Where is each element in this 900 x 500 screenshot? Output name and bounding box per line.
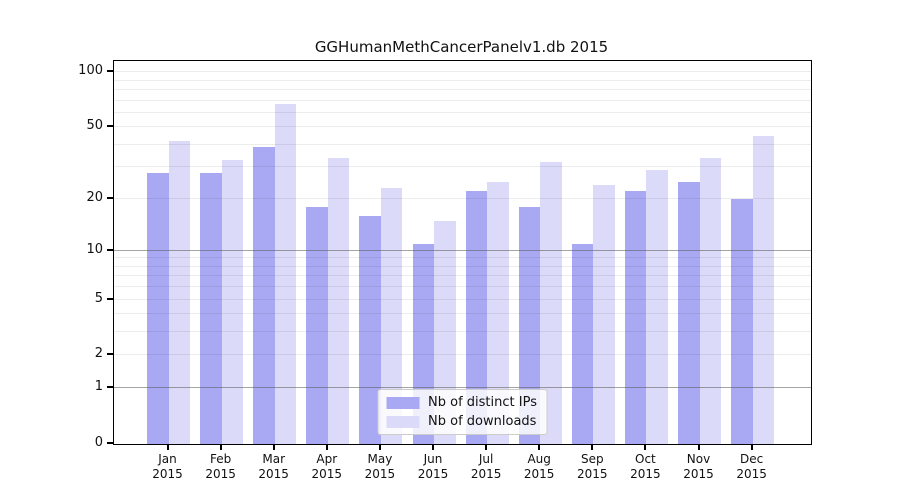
y-tick-mark — [107, 353, 113, 356]
gridline-major — [114, 387, 811, 389]
gridline-minor — [114, 331, 811, 333]
plot-area: Nb of distinct IPs Nb of downloads — [113, 60, 812, 445]
y-tick-mark — [107, 248, 113, 251]
gridline-minor — [114, 88, 811, 90]
bar-distinct-ips — [731, 198, 753, 444]
legend-swatch-distinct-ips — [386, 396, 420, 409]
x-tick-label: Jul 2015 — [470, 452, 502, 481]
y-tick-mark — [107, 125, 113, 128]
x-tick-label: Oct 2015 — [630, 452, 661, 481]
gridline-minor — [114, 265, 811, 267]
y-tick-mark — [107, 386, 113, 389]
y-tick-label: 100 — [78, 63, 103, 79]
bar-distinct-ips — [253, 146, 275, 444]
x-tick-label: Aug 2015 — [523, 452, 555, 481]
legend-item-distinct-ips: Nb of distinct IPs — [386, 395, 537, 410]
gridline-minor — [114, 354, 811, 356]
y-tick-label: 20 — [86, 189, 103, 205]
x-tick-label: May 2015 — [364, 452, 396, 481]
y-tick-label: 5 — [94, 290, 103, 306]
gridline-minor — [114, 286, 811, 288]
x-tick-label: Dec 2015 — [736, 452, 767, 481]
bar-distinct-ips — [518, 206, 541, 444]
gridline-minor — [114, 275, 811, 277]
gridline-minor — [114, 111, 811, 113]
x-tick-label: Jan 2015 — [152, 452, 183, 481]
bar-distinct-ips — [624, 191, 647, 444]
legend-label-distinct-ips: Nb of distinct IPs — [428, 395, 537, 410]
y-tick-label: 1 — [94, 379, 103, 395]
x-tick-label: Nov 2015 — [683, 452, 714, 481]
gridline-minor — [114, 79, 811, 81]
x-tick-mark — [432, 444, 434, 450]
x-tick-mark — [325, 444, 328, 450]
gridline-minor — [114, 99, 811, 101]
legend-label-downloads: Nb of downloads — [428, 414, 537, 429]
x-tick-label: Mar 2015 — [258, 452, 289, 481]
bar-distinct-ips — [678, 181, 700, 444]
x-tick-mark — [166, 444, 169, 450]
gridline-minor — [114, 71, 811, 73]
gridline-minor — [114, 197, 811, 199]
x-tick-label: Apr 2015 — [311, 452, 343, 481]
x-tick-mark — [538, 444, 541, 450]
x-tick-label: Feb 2015 — [205, 452, 236, 481]
x-tick-mark — [697, 444, 700, 450]
bar-downloads — [380, 187, 403, 444]
legend-item-downloads: Nb of downloads — [386, 414, 537, 429]
x-tick-mark — [591, 444, 594, 450]
y-tick-label: 0 — [94, 435, 103, 450]
bar-distinct-ips — [200, 172, 222, 444]
y-tick-mark — [107, 196, 113, 199]
bar-downloads — [274, 104, 297, 444]
bar-downloads — [327, 157, 350, 444]
bar-downloads — [699, 157, 721, 444]
chart-title: GGHumanMethCancerPanelv1.db 2015 — [314, 38, 609, 56]
bar-distinct-ips — [571, 243, 594, 444]
gridline-minor — [114, 298, 811, 300]
x-tick-mark — [219, 444, 222, 450]
y-tick-mark — [107, 70, 113, 73]
bar-downloads — [752, 135, 775, 444]
legend-swatch-downloads — [386, 415, 420, 428]
x-tick-label: Sep 2015 — [577, 452, 608, 481]
x-tick-mark — [750, 444, 753, 450]
bar-downloads — [646, 169, 668, 444]
bar-downloads — [221, 159, 244, 444]
bar-distinct-ips — [147, 172, 169, 444]
gridline-minor — [114, 143, 811, 145]
gridline-minor — [114, 166, 811, 168]
bar-downloads — [434, 220, 456, 444]
bar-downloads — [168, 140, 190, 444]
bar-downloads — [593, 184, 615, 444]
gridline-minor — [114, 257, 811, 259]
gridline-minor — [114, 313, 811, 315]
bar-downloads — [540, 162, 562, 444]
x-tick-mark — [485, 444, 488, 450]
y-tick-mark — [107, 442, 113, 444]
x-tick-mark — [378, 444, 381, 450]
x-tick-mark — [644, 444, 647, 450]
legend: Nb of distinct IPs Nb of downloads — [377, 389, 548, 435]
x-tick-label: Jun 2015 — [417, 452, 449, 481]
gridline-minor — [114, 126, 811, 128]
bar-downloads — [487, 181, 509, 444]
gridline-major — [114, 249, 811, 251]
y-tick-label: 2 — [94, 346, 103, 362]
bar-distinct-ips — [359, 215, 381, 444]
y-tick-label: 10 — [86, 241, 103, 257]
bar-distinct-ips — [465, 191, 488, 444]
y-tick-label: 50 — [86, 118, 103, 134]
y-tick-mark — [107, 297, 113, 300]
x-tick-mark — [272, 444, 275, 450]
bar-distinct-ips — [306, 206, 328, 444]
